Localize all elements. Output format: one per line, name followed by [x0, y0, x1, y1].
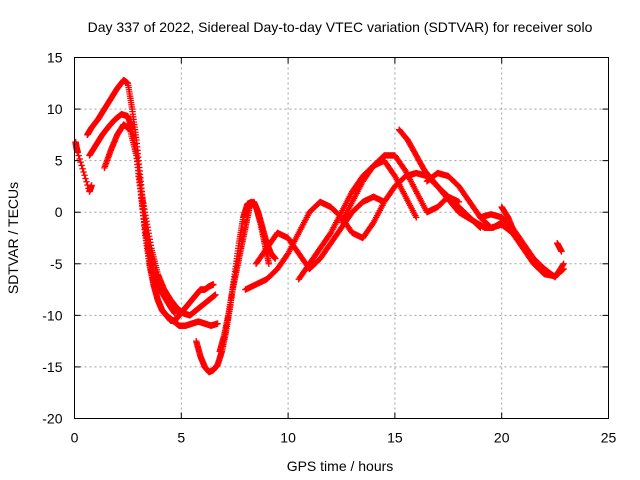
y-axis-label: SDTVAR / TECUs: [5, 182, 21, 294]
y-tick-label: 0: [55, 204, 63, 220]
x-tick-label: 25: [601, 430, 617, 446]
data-point: [517, 239, 525, 247]
data-point: [82, 175, 89, 182]
data-point: [77, 158, 84, 166]
y-tick-label: -10: [42, 307, 62, 323]
data-point: [88, 182, 95, 189]
series-sat-h: [252, 193, 388, 273]
data-point: [80, 168, 87, 176]
y-tick-label: -15: [42, 359, 62, 375]
series-sat-j: [338, 152, 463, 226]
series-sat-f: [216, 198, 279, 355]
data-point: [210, 281, 217, 288]
data-point: [74, 149, 81, 156]
data-point: [78, 162, 85, 169]
series-sat-n: [498, 203, 525, 247]
series-sat-l: [423, 169, 567, 280]
data-point: [455, 198, 463, 206]
series-sat-d: [135, 172, 219, 319]
data-point: [560, 260, 567, 267]
x-tick-label: 10: [280, 430, 296, 446]
y-tick-label: -20: [42, 411, 62, 427]
data-point: [75, 152, 82, 159]
series-sat-c: [101, 121, 179, 317]
x-axis-label: GPS time / hours: [287, 458, 394, 474]
x-tick-label: 15: [387, 430, 403, 446]
data-point: [558, 248, 565, 255]
data-point: [559, 261, 567, 269]
data-point: [413, 214, 420, 221]
data-point: [214, 320, 221, 327]
x-tick-label: 5: [177, 430, 185, 446]
y-tick-label: 10: [47, 101, 63, 117]
data-point: [81, 172, 88, 179]
data-point: [265, 260, 273, 267]
plot-frame: [74, 57, 609, 419]
data-point: [381, 198, 388, 206]
axis-ticks: 0 5 10 15 20 25 -20 -15 -10 -5 0 5 10 15: [42, 50, 616, 446]
x-tick-label: 0: [71, 430, 79, 446]
y-tick-label: 15: [47, 50, 63, 66]
y-tick-label: -5: [50, 256, 63, 272]
x-tick-label: 20: [494, 430, 510, 446]
chart-title: Day 337 of 2022, Sidereal Day-to-day VTE…: [88, 19, 593, 35]
grid: [74, 57, 609, 419]
data-point: [83, 178, 90, 185]
data-point: [272, 255, 279, 262]
data-point: [212, 291, 219, 298]
series-sat-a: [84, 76, 217, 324]
data-point: [76, 155, 83, 163]
series-sat-b: [86, 111, 221, 329]
data-point: [171, 310, 179, 317]
data-points: [72, 76, 567, 376]
series-sat-m: [477, 211, 567, 281]
data-point: [79, 165, 86, 172]
series-sat-o: [554, 239, 565, 255]
series-sat-p: [72, 138, 95, 195]
y-tick-label: 5: [55, 153, 63, 169]
